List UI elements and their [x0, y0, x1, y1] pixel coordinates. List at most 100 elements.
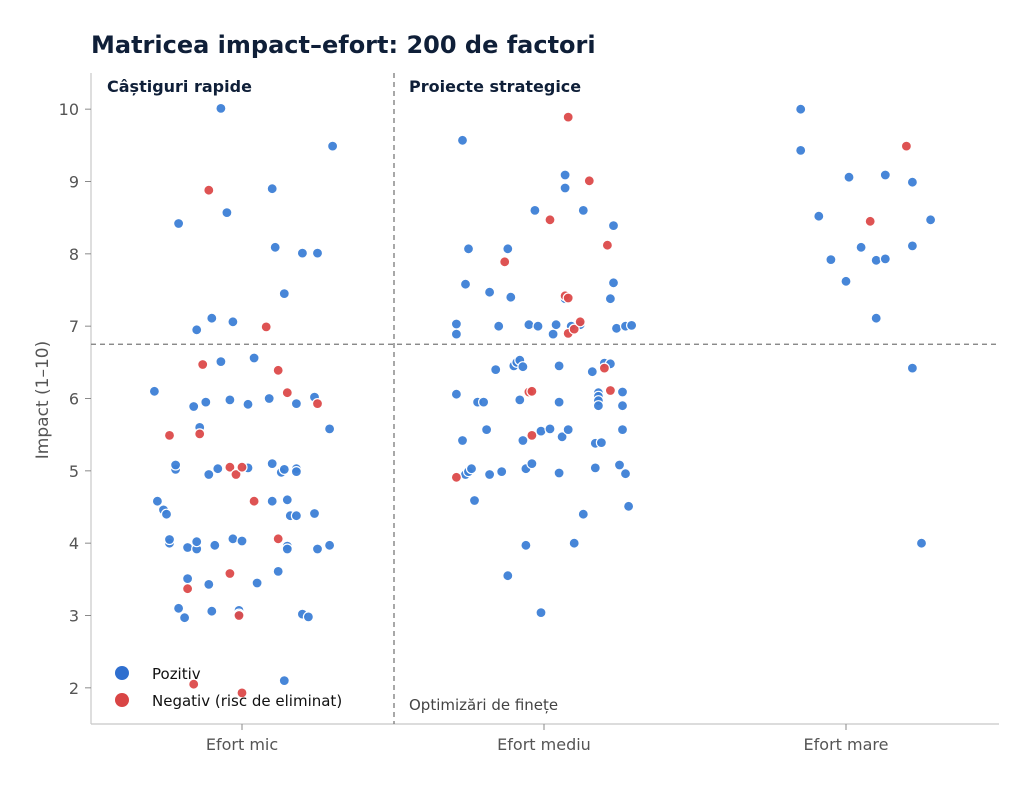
point-positive: [520, 539, 532, 551]
point-positive: [188, 400, 200, 413]
point-positive: [613, 459, 626, 471]
point-negative: [224, 461, 236, 473]
point-positive: [173, 217, 185, 230]
point-positive: [179, 612, 191, 624]
point-negative: [248, 495, 260, 507]
point-positive: [182, 572, 194, 585]
point-positive: [173, 602, 185, 614]
point-negative: [526, 385, 538, 397]
point-positive: [215, 356, 227, 368]
point-positive: [302, 611, 314, 623]
y-tick-label: 8: [69, 245, 79, 264]
point-positive: [813, 210, 825, 222]
point-positive: [493, 320, 505, 332]
point-negative: [224, 567, 236, 580]
point-positive: [215, 102, 227, 115]
point-positive: [290, 466, 302, 478]
y-tick-label: 3: [69, 607, 79, 626]
point-positive: [523, 319, 535, 331]
point-positive: [308, 507, 321, 520]
point-positive: [450, 388, 462, 400]
point-positive: [870, 254, 882, 266]
point-positive: [272, 565, 284, 578]
point-positive: [490, 364, 502, 376]
point-negative: [311, 398, 324, 410]
point-positive: [459, 278, 472, 290]
point-positive: [795, 103, 807, 115]
point-positive: [182, 541, 194, 554]
point-positive: [311, 247, 324, 259]
y-tick-label: 7: [69, 317, 79, 336]
y-axis-title: Impact (1–10): [33, 341, 53, 459]
point-positive: [324, 539, 336, 551]
point-positive: [553, 467, 565, 479]
point-positive: [502, 570, 514, 582]
point-positive: [915, 537, 928, 549]
point-negative: [194, 428, 206, 440]
point-positive: [559, 169, 571, 181]
point-positive: [529, 204, 541, 216]
point-positive: [607, 220, 620, 232]
point-negative: [450, 471, 462, 483]
x-axis-ticks: Efort mic Efort mediu Efort mare: [206, 724, 888, 754]
point-positive: [879, 253, 891, 265]
point-negative: [182, 583, 194, 595]
point-positive: [619, 468, 632, 480]
point-positive: [906, 176, 919, 188]
point-negative: [236, 687, 248, 699]
point-negative: [163, 429, 176, 441]
point-positive: [251, 577, 263, 589]
point-positive: [526, 458, 538, 470]
point-negative: [272, 533, 284, 545]
point-positive: [468, 494, 481, 507]
point-positive: [450, 328, 462, 340]
point-positive: [906, 240, 919, 252]
point-positive: [484, 468, 496, 481]
point-negative: [188, 678, 200, 690]
point-positive: [296, 247, 308, 259]
point-positive: [568, 537, 580, 549]
point-negative: [562, 111, 574, 123]
point-positive: [278, 288, 290, 300]
point-positive: [616, 386, 629, 398]
point-positive: [281, 543, 293, 555]
point-positive: [502, 243, 514, 255]
point-positive: [200, 396, 212, 408]
quadrant-label-fine-tuning: Optimizări de finețe: [409, 696, 558, 714]
point-positive: [266, 183, 278, 195]
legend-label-positive: Pozitiv: [152, 665, 201, 683]
point-positive: [209, 539, 221, 551]
legend: Pozitiv Negativ (risc de eliminat): [115, 665, 342, 710]
point-negative: [526, 429, 538, 441]
point-positive: [577, 204, 589, 216]
point-negative: [574, 316, 586, 328]
point-positive: [206, 312, 218, 324]
point-positive: [622, 500, 635, 512]
point-negative: [236, 461, 248, 473]
point-negative: [900, 140, 913, 152]
point-positive: [290, 510, 302, 522]
y-tick-label: 2: [69, 679, 79, 698]
point-positive: [505, 291, 517, 303]
point-positive: [577, 508, 589, 520]
point-positive: [224, 394, 236, 406]
point-positive: [160, 508, 173, 520]
y-tick-label: 5: [69, 462, 79, 481]
point-positive: [221, 207, 233, 219]
point-positive: [496, 466, 508, 478]
point-negative: [568, 323, 580, 335]
point-positive: [263, 392, 275, 405]
point-positive: [203, 578, 215, 591]
point-positive: [311, 543, 324, 555]
y-axis-ticks: 2 3 4 5 6 7 8 9 10: [59, 100, 91, 698]
point-negative: [203, 184, 215, 196]
point-positive: [236, 535, 248, 547]
point-positive: [559, 182, 571, 194]
point-positive: [562, 424, 574, 436]
x-tick-label: Efort mic: [206, 735, 278, 754]
point-positive: [278, 674, 290, 687]
point-negative: [233, 609, 245, 622]
point-positive: [550, 319, 562, 331]
point-positive: [327, 140, 339, 152]
point-positive: [825, 254, 837, 266]
